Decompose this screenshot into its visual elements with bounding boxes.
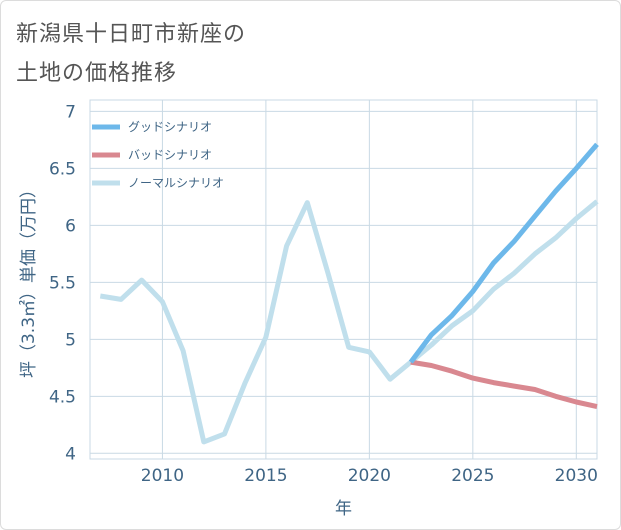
y-tick-7: 7: [65, 102, 76, 122]
y-axis-label: 坪（3.3㎡）単価（万円）: [19, 181, 39, 378]
x-tick-2015: 2015: [244, 466, 287, 486]
y-tick-5: 5: [65, 330, 76, 350]
series-line-1: [410, 359, 598, 410]
legend-label-2: ノーマルシナリオ: [128, 176, 224, 190]
y-tick-5.5: 5.5: [49, 273, 76, 293]
legend-label-0: グッドシナリオ: [128, 120, 212, 134]
series-layer: [99, 142, 599, 445]
x-tick-2020: 2020: [348, 466, 391, 486]
x-tick-labels: 2010 2015 2020 2025 2030: [141, 466, 598, 486]
x-tick-2025: 2025: [451, 466, 494, 486]
series-line-0: [99, 199, 599, 445]
chart-title-line-1: 新潟県十日町市新座の: [16, 22, 247, 47]
vertical-gridlines: [161, 100, 577, 459]
y-tick-labels: 4 4.5 5 5.5 6 6.5 7: [49, 102, 76, 464]
plot-frame: [89, 99, 598, 460]
y-tick-6: 6: [65, 216, 76, 236]
horizontal-gridlines: [90, 110, 597, 454]
y-tick-6.5: 6.5: [49, 159, 76, 179]
series-line-2: [408, 142, 599, 364]
y-tick-4.5: 4.5: [49, 387, 76, 407]
chart-title-line-2: 土地の価格推移: [16, 61, 178, 86]
x-tick-2010: 2010: [141, 466, 184, 486]
x-tick-2030: 2030: [555, 466, 598, 486]
legend-label-1: バッドシナリオ: [128, 148, 212, 162]
y-tick-4: 4: [65, 444, 76, 464]
x-axis-label: 年: [335, 499, 352, 519]
